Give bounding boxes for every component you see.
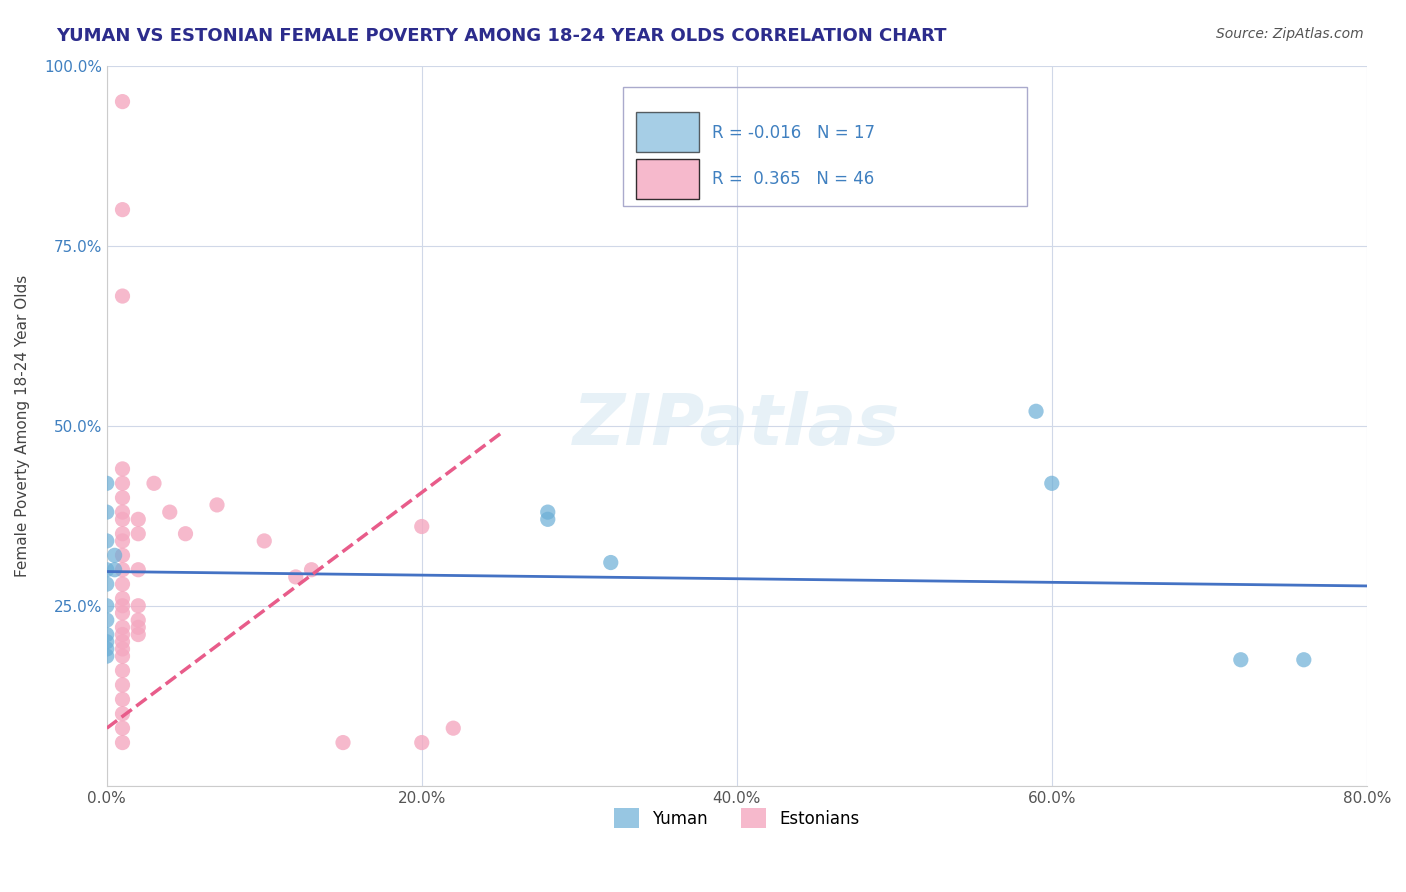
Text: R =  0.365   N = 46: R = 0.365 N = 46 — [711, 170, 875, 188]
Point — [411, 519, 433, 533]
Point — [253, 533, 276, 548]
Text: ZIPatlas: ZIPatlas — [574, 392, 900, 460]
Point — [111, 692, 134, 706]
Point — [111, 526, 134, 541]
Point — [96, 577, 118, 591]
Point — [96, 613, 118, 627]
Point — [1025, 404, 1047, 418]
Point — [96, 476, 118, 491]
Point — [111, 591, 134, 606]
Text: Source: ZipAtlas.com: Source: ZipAtlas.com — [1216, 27, 1364, 41]
Point — [127, 620, 149, 634]
Point — [104, 563, 127, 577]
Point — [96, 599, 118, 613]
Point — [111, 678, 134, 692]
Point — [111, 649, 134, 664]
Point — [127, 627, 149, 641]
Point — [127, 512, 149, 526]
Point — [1230, 653, 1253, 667]
Point — [1292, 653, 1315, 667]
Point — [537, 505, 560, 519]
Point — [111, 95, 134, 109]
Point — [332, 735, 354, 749]
Point — [111, 549, 134, 563]
Point — [127, 613, 149, 627]
Point — [111, 512, 134, 526]
Bar — [623, 87, 1026, 206]
Legend: Yuman, Estonians: Yuman, Estonians — [607, 801, 866, 835]
Text: R = -0.016   N = 17: R = -0.016 N = 17 — [711, 124, 875, 142]
Point — [96, 642, 118, 657]
Point — [96, 627, 118, 641]
Point — [127, 599, 149, 613]
FancyBboxPatch shape — [636, 160, 699, 199]
Point — [143, 476, 166, 491]
Point — [111, 599, 134, 613]
Point — [284, 570, 307, 584]
Point — [111, 202, 134, 217]
Point — [111, 289, 134, 303]
Point — [111, 491, 134, 505]
Point — [537, 512, 560, 526]
Point — [111, 577, 134, 591]
Point — [111, 706, 134, 721]
FancyBboxPatch shape — [636, 112, 699, 152]
Point — [111, 634, 134, 648]
Point — [111, 563, 134, 577]
Text: YUMAN VS ESTONIAN FEMALE POVERTY AMONG 18-24 YEAR OLDS CORRELATION CHART: YUMAN VS ESTONIAN FEMALE POVERTY AMONG 1… — [56, 27, 946, 45]
Point — [127, 563, 149, 577]
Point — [111, 476, 134, 491]
Point — [111, 735, 134, 749]
Point — [111, 627, 134, 641]
Point — [411, 735, 433, 749]
Point — [441, 721, 464, 735]
Point — [111, 533, 134, 548]
Point — [205, 498, 228, 512]
Point — [104, 549, 127, 563]
Point — [111, 721, 134, 735]
Point — [96, 563, 118, 577]
Point — [174, 526, 197, 541]
Point — [1040, 476, 1063, 491]
Point — [159, 505, 181, 519]
Point — [301, 563, 323, 577]
Point — [111, 462, 134, 476]
Point — [111, 620, 134, 634]
Point — [111, 664, 134, 678]
Point — [599, 556, 621, 570]
Point — [111, 505, 134, 519]
Point — [111, 606, 134, 620]
Point — [96, 649, 118, 664]
Point — [96, 533, 118, 548]
Point — [96, 634, 118, 648]
Point — [111, 642, 134, 657]
Point — [96, 505, 118, 519]
Point — [127, 526, 149, 541]
Y-axis label: Female Poverty Among 18-24 Year Olds: Female Poverty Among 18-24 Year Olds — [15, 275, 30, 577]
